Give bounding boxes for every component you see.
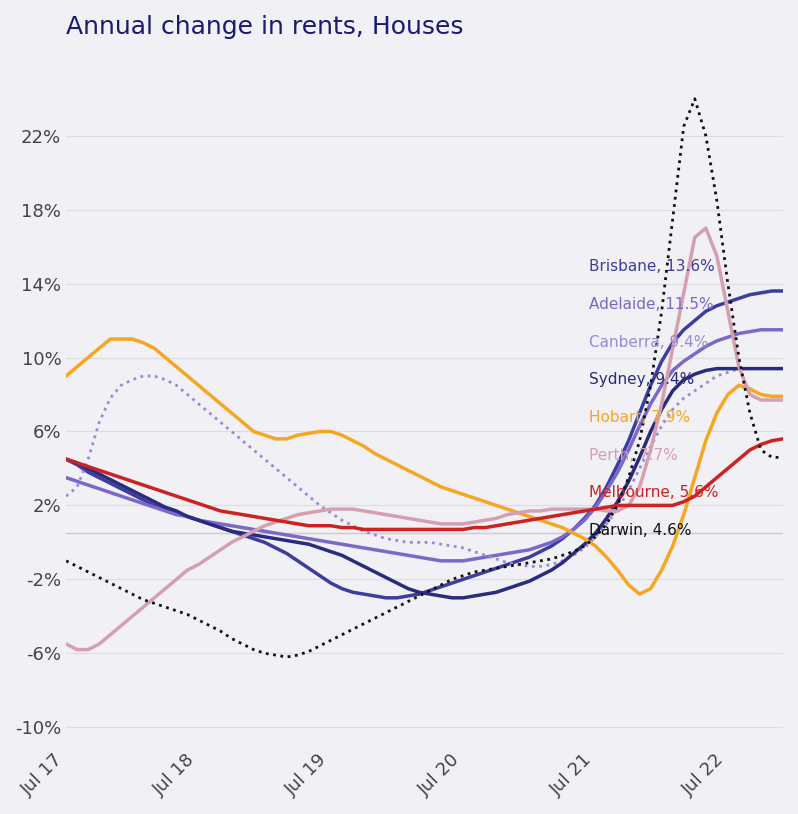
Text: Adelaide, 11.5%: Adelaide, 11.5% (590, 297, 714, 312)
Text: Sydney, 9.4%: Sydney, 9.4% (590, 372, 695, 387)
Text: Melbourne, 5.6%: Melbourne, 5.6% (590, 485, 719, 500)
Text: Hobart, 7.9%: Hobart, 7.9% (590, 410, 690, 425)
Text: Darwin, 4.6%: Darwin, 4.6% (590, 523, 692, 538)
Text: Canberra, 9.4%: Canberra, 9.4% (590, 335, 709, 350)
Text: Brisbane, 13.6%: Brisbane, 13.6% (590, 260, 715, 274)
Text: Perth, 7.7%: Perth, 7.7% (590, 448, 678, 462)
Text: Annual change in rents, Houses: Annual change in rents, Houses (66, 15, 464, 39)
